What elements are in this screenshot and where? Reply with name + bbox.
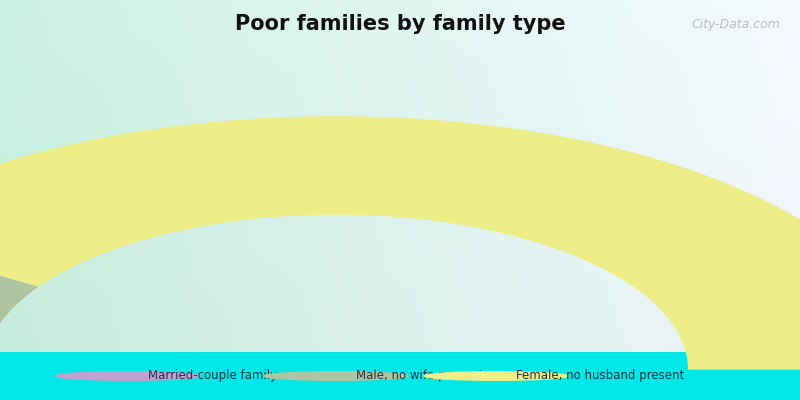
Text: Male, no wife present: Male, no wife present (356, 370, 483, 382)
Text: City-Data.com: City-Data.com (691, 18, 780, 31)
Text: Poor families by family type: Poor families by family type (234, 14, 566, 34)
Wedge shape (0, 234, 38, 322)
Text: Married-couple family: Married-couple family (148, 370, 277, 382)
Circle shape (264, 372, 408, 380)
Circle shape (424, 372, 568, 380)
Wedge shape (0, 291, 2, 370)
Text: Female, no husband present: Female, no husband present (516, 370, 684, 382)
Circle shape (56, 372, 200, 380)
Wedge shape (0, 116, 800, 370)
